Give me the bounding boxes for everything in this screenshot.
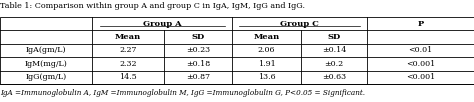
Text: ±0.63: ±0.63 bbox=[322, 73, 346, 81]
Text: 14.5: 14.5 bbox=[119, 73, 137, 81]
Text: ±0.23: ±0.23 bbox=[186, 47, 210, 54]
Text: IgA(gm/L): IgA(gm/L) bbox=[26, 47, 66, 54]
Text: SD: SD bbox=[191, 33, 204, 41]
Text: <0.001: <0.001 bbox=[406, 73, 435, 81]
Text: 1.91: 1.91 bbox=[258, 60, 275, 68]
Text: 2.32: 2.32 bbox=[119, 60, 137, 68]
Text: Table 1: Comparison within group A and group C in IgA, IgM, IgG and IgG.: Table 1: Comparison within group A and g… bbox=[0, 2, 305, 9]
Text: ±0.87: ±0.87 bbox=[186, 73, 210, 81]
Text: Mean: Mean bbox=[254, 33, 280, 41]
Text: P: P bbox=[418, 20, 424, 28]
Text: Group C: Group C bbox=[280, 20, 319, 28]
Text: ±0.18: ±0.18 bbox=[186, 60, 210, 68]
Text: 2.06: 2.06 bbox=[258, 47, 275, 54]
Text: 2.27: 2.27 bbox=[119, 47, 137, 54]
Text: IgG(gm/L): IgG(gm/L) bbox=[26, 73, 67, 81]
Text: Mean: Mean bbox=[115, 33, 141, 41]
Text: IgM(mg/L): IgM(mg/L) bbox=[25, 60, 68, 68]
Text: Group A: Group A bbox=[143, 20, 182, 28]
Text: ±0.2: ±0.2 bbox=[325, 60, 344, 68]
Text: <0.001: <0.001 bbox=[406, 60, 435, 68]
Text: IgA =Immunoglobulin A, IgM =Immunoglobulin M, IgG =Immunoglobulin G, P<0.05 = Si: IgA =Immunoglobulin A, IgM =Immunoglobul… bbox=[0, 89, 365, 97]
Text: ±0.14: ±0.14 bbox=[322, 47, 346, 54]
Text: <0.01: <0.01 bbox=[409, 47, 433, 54]
Text: SD: SD bbox=[328, 33, 341, 41]
Text: 13.6: 13.6 bbox=[258, 73, 275, 81]
